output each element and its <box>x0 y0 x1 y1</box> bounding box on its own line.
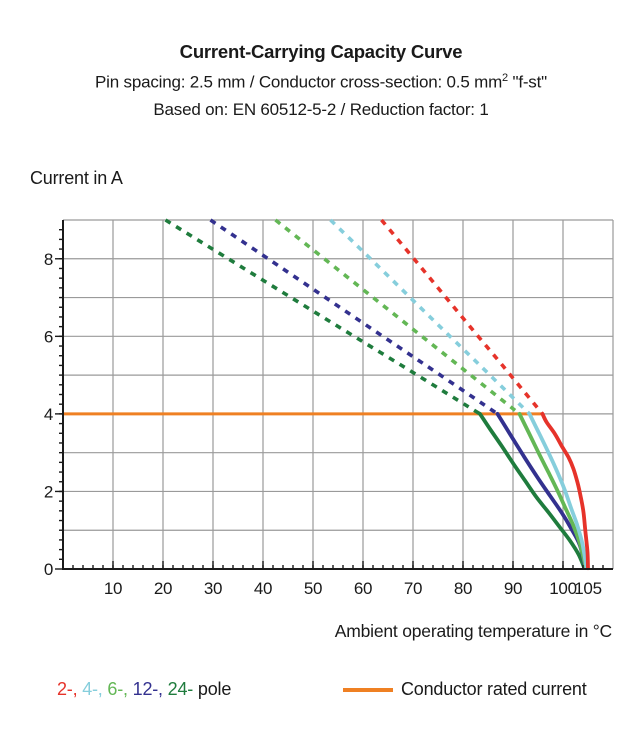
svg-text:60: 60 <box>354 579 372 598</box>
subtitle-pre: Pin spacing: 2.5 mm / Conductor cross-se… <box>95 72 503 92</box>
chart-title-block: Current-Carrying Capacity Curve Pin spac… <box>0 38 642 123</box>
legend-pole-items: 2-, 4-, 6-, 12-, 24- pole <box>57 679 231 700</box>
svg-text:105: 105 <box>574 579 601 598</box>
legend-pole-item: 12-, <box>127 679 163 699</box>
svg-text:8: 8 <box>44 250 53 269</box>
rated-current-swatch-line <box>343 688 393 692</box>
chart-basis: Based on: EN 60512-5-2 / Reduction facto… <box>153 99 489 119</box>
svg-text:90: 90 <box>504 579 522 598</box>
svg-text:2: 2 <box>44 482 53 501</box>
svg-text:50: 50 <box>304 579 322 598</box>
x-axis-title: Ambient operating temperature in °C <box>334 621 612 641</box>
y-axis-title: Current in A <box>30 168 123 188</box>
svg-text:30: 30 <box>204 579 222 598</box>
svg-text:10: 10 <box>104 579 122 598</box>
subtitle-superscript: 2 <box>502 72 508 84</box>
legend-pole-item: 2-, <box>57 679 78 699</box>
chart-title: Current-Carrying Capacity Curve <box>179 41 463 62</box>
legend-pole-item: 24- <box>162 679 194 699</box>
svg-text:100: 100 <box>549 579 576 598</box>
svg-text:80: 80 <box>454 579 472 598</box>
chart-subtitle: Pin spacing: 2.5 mm / Conductor cross-se… <box>0 65 642 96</box>
subtitle-post: "f-st" <box>507 72 547 92</box>
svg-text:4: 4 <box>44 405 53 424</box>
rated-current-label: Conductor rated current <box>401 679 587 699</box>
svg-text:20: 20 <box>154 579 172 598</box>
legend: 2-, 4-, 6-, 12-, 24- pole Conductor rate… <box>0 679 642 703</box>
svg-text:6: 6 <box>44 327 53 346</box>
legend-pole-item: 4-, <box>77 679 103 699</box>
svg-text:70: 70 <box>404 579 422 598</box>
legend-pole-suffix: pole <box>193 679 232 699</box>
legend-pole-item: 6-, <box>102 679 128 699</box>
svg-text:0: 0 <box>44 560 53 579</box>
svg-text:40: 40 <box>254 579 272 598</box>
